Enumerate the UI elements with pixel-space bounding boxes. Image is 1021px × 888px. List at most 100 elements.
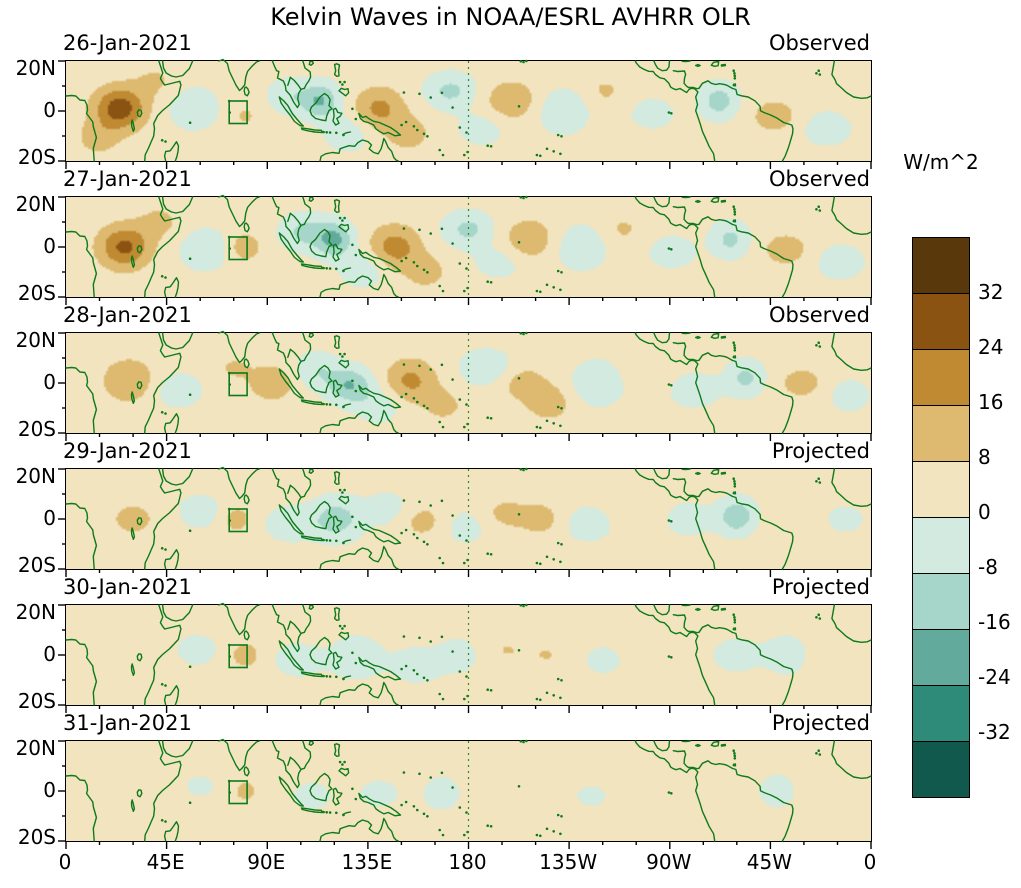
island-dot (517, 785, 521, 788)
island-dot (525, 467, 528, 471)
colorbar-tick-label: 32 (978, 280, 1004, 304)
island-dot (522, 60, 525, 64)
island-dots (160, 739, 822, 838)
map-overlay-svg (58, 466, 872, 577)
island-dot (335, 131, 338, 135)
x-tick-label: 135W (539, 850, 598, 874)
island-dot (667, 519, 671, 522)
island-dot (552, 830, 555, 833)
y-tick-label: 0 (43, 642, 56, 666)
island-dot (341, 627, 344, 630)
island-dot (438, 148, 442, 152)
axis-ticks (58, 60, 872, 169)
x-tick-label: 0 (58, 850, 72, 874)
island-dot (519, 60, 523, 63)
island-dot (818, 753, 822, 756)
island-dot (733, 757, 737, 760)
island-dot (465, 131, 468, 134)
island-dot (441, 153, 445, 157)
coastlines (65, 602, 872, 706)
island-dot (441, 697, 445, 701)
island-dot (418, 636, 421, 640)
island-dot (539, 834, 542, 838)
island-dot (188, 257, 192, 260)
island-dot (429, 640, 433, 643)
island-dot (322, 266, 325, 270)
island-dot (416, 536, 419, 540)
island-dot (519, 196, 523, 199)
panel-status-label: Projected (771, 439, 870, 463)
island-dot (354, 661, 358, 665)
island-dot (733, 752, 736, 755)
map-panel (58, 330, 872, 441)
island-dot (416, 128, 419, 132)
island-dot (416, 400, 419, 404)
island-dot (328, 811, 332, 814)
island-dot (429, 232, 433, 235)
island-dot (667, 791, 671, 794)
island-dot (517, 105, 521, 108)
island-dot (426, 407, 429, 410)
island-dot (412, 805, 416, 808)
island-dot (402, 363, 406, 366)
island-dot (441, 561, 445, 565)
region-box (228, 780, 248, 805)
island-dot (402, 499, 406, 502)
axis-ticks (58, 468, 872, 577)
island-dot (556, 677, 560, 681)
map-panel (58, 602, 872, 713)
island-dot (733, 77, 737, 80)
island-dot (400, 395, 403, 399)
island-dot (670, 112, 673, 115)
island-dot (535, 153, 539, 157)
colorbar-swatch (912, 349, 970, 406)
island-dot (670, 792, 673, 795)
island-dot (402, 635, 406, 638)
island-dot (733, 482, 737, 486)
island-dot (465, 403, 468, 406)
island-dot (354, 525, 358, 529)
island-dot (463, 561, 466, 565)
map-overlay-svg (58, 330, 872, 441)
island-dot (160, 139, 164, 142)
island-dot (458, 126, 462, 129)
island-dot (422, 132, 426, 136)
island-dot (438, 556, 442, 560)
region-box (228, 372, 248, 397)
island-dot (342, 133, 345, 137)
island-dot (519, 468, 523, 471)
island-dot (818, 209, 822, 212)
island-dot (451, 106, 454, 109)
island-dot (489, 281, 493, 284)
island-dot (560, 679, 563, 682)
panel-date-label: 30-Jan-2021 (63, 575, 192, 599)
island-dot (815, 208, 818, 211)
island-dot (525, 739, 528, 743)
colorbar-tick-label: 16 (978, 390, 1004, 414)
axis-ticks (58, 604, 872, 713)
island-dot (535, 833, 539, 837)
island-dot (815, 752, 818, 755)
island-dot (422, 404, 426, 408)
island-dot (160, 683, 164, 686)
island-dot (342, 541, 345, 545)
island-dot (451, 242, 454, 245)
island-dot (817, 341, 820, 344)
island-dot (328, 131, 332, 134)
panel-date-label: 28-Jan-2021 (63, 303, 192, 327)
island-dot (341, 219, 344, 222)
island-dot (522, 332, 525, 336)
island-dot (342, 269, 345, 273)
island-dot (412, 533, 416, 536)
colorbar-tick-label: -24 (978, 665, 1011, 689)
island-dot (489, 145, 493, 148)
island-dot (188, 121, 192, 124)
island-dot (552, 286, 555, 289)
y-tick-label: 0 (43, 506, 56, 530)
island-dot (465, 675, 468, 678)
island-dot (732, 341, 735, 344)
coastlines (65, 330, 872, 434)
axis-ticks (58, 332, 872, 441)
y-tick-label: 20N (15, 328, 56, 352)
y-tick-label: 20N (15, 600, 56, 624)
